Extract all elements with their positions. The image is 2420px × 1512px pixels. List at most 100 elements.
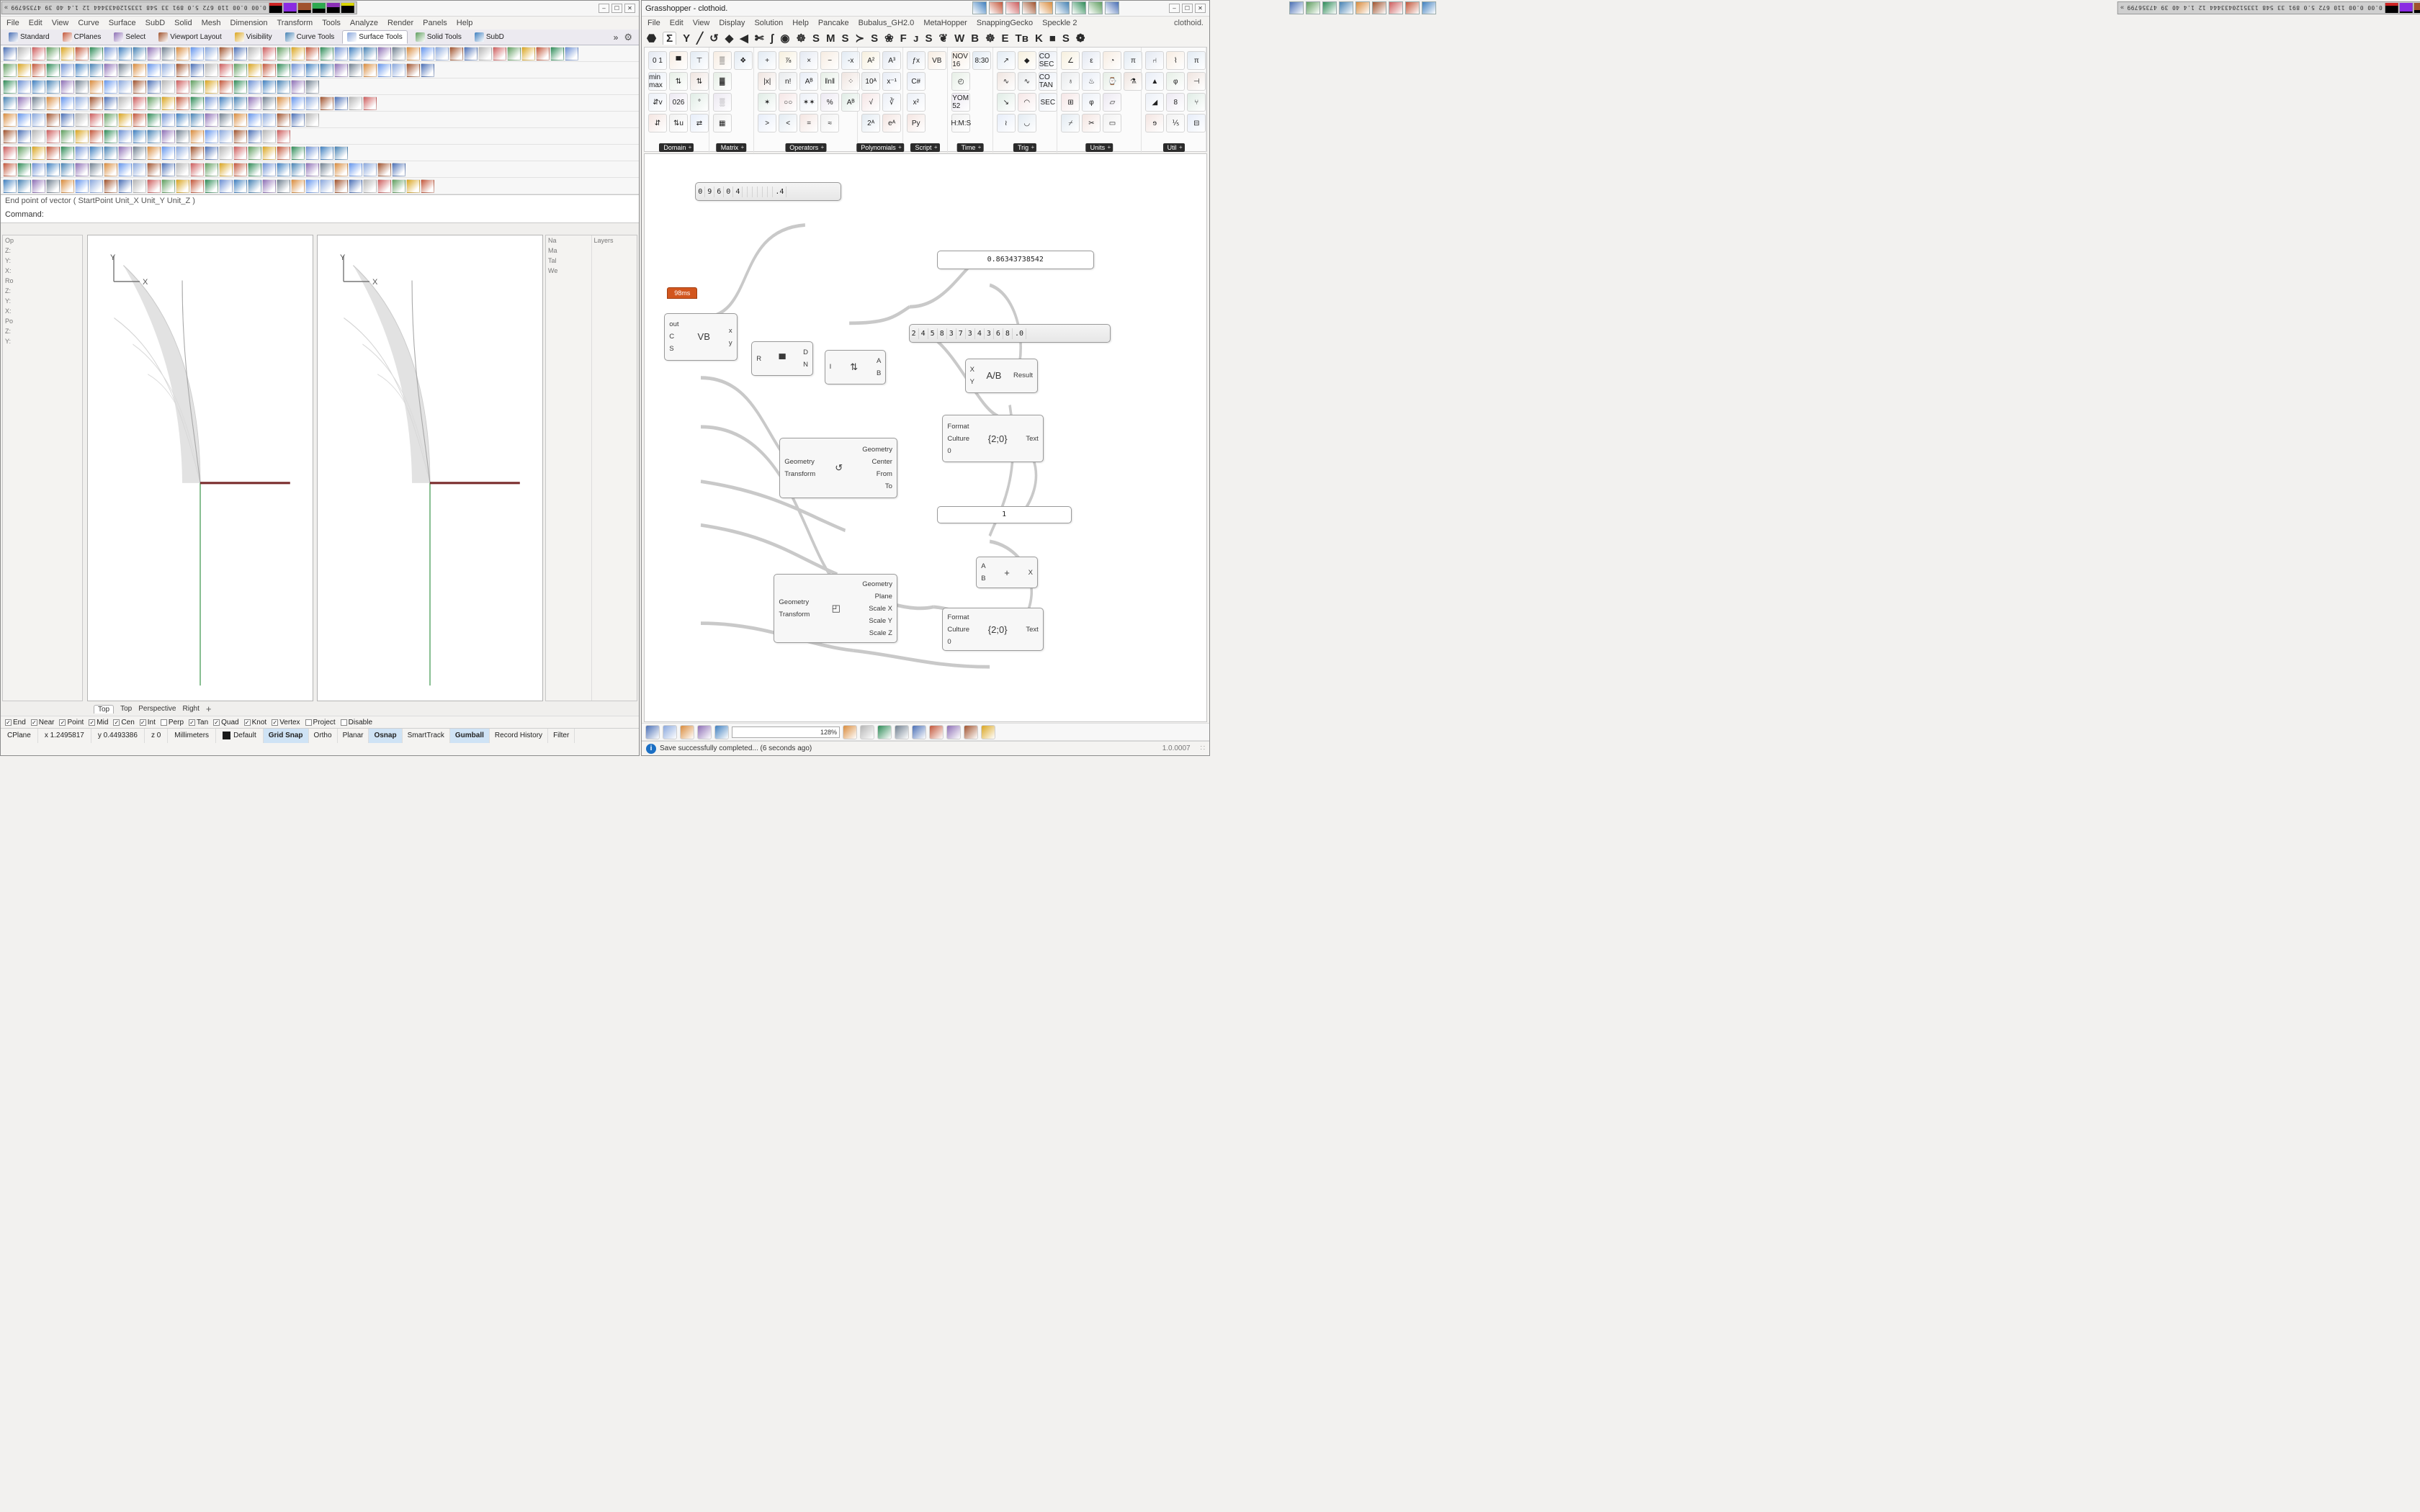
gh-component-time-3[interactable]: H:M:S — [951, 114, 971, 132]
gh-tool-r-6[interactable] — [946, 724, 961, 739]
square-tab[interactable]: ■ — [1049, 32, 1056, 45]
gh-component-domain-0[interactable]: 0 1 — [648, 51, 667, 70]
toolbar-icon[interactable] — [46, 112, 60, 127]
gh-component-units-3[interactable]: ⌿ — [1061, 114, 1080, 132]
params-tab[interactable]: ⬣ — [647, 32, 657, 45]
toolbar-icon[interactable] — [233, 162, 247, 176]
gh-menu-help[interactable]: Help — [792, 19, 809, 27]
gh-component-util-6[interactable]: 8 — [1166, 93, 1186, 112]
s-tab-4[interactable]: S — [925, 32, 933, 45]
osnap-project[interactable]: Project — [305, 719, 336, 726]
gh-tool-r-8[interactable] — [981, 724, 995, 739]
toolbar-icon[interactable] — [334, 145, 348, 160]
toolbar-icon[interactable] — [17, 162, 31, 176]
toolbar-icon[interactable] — [89, 46, 103, 60]
gh-component-matrix-3[interactable]: ▦ — [712, 114, 732, 132]
gh-component-operators-16[interactable]: -x — [841, 51, 861, 70]
toolbar-icon[interactable] — [305, 79, 319, 94]
toolbar-icon[interactable] — [205, 63, 218, 77]
toolbar-icon[interactable] — [147, 96, 161, 110]
mesh-tab[interactable]: ◀ — [740, 32, 748, 45]
gh-component-units-9[interactable]: ⌚ — [1103, 72, 1122, 91]
toolbar-icon[interactable] — [248, 112, 261, 127]
osnap-checkbox-icon[interactable]: ✓ — [59, 719, 66, 726]
gh-menu-snappinggecko[interactable]: SnappingGecko — [976, 19, 1034, 27]
gh-component-polynomials-6[interactable]: ∛ — [882, 93, 902, 112]
gh-tool-r-3[interactable] — [895, 724, 909, 739]
toolbar-icon[interactable] — [32, 179, 45, 193]
f-tab[interactable]: F — [900, 32, 907, 45]
gh-component-trig-3[interactable]: ≀ — [996, 114, 1016, 132]
osnap-disable[interactable]: Disable — [340, 719, 372, 726]
toolbar-icon[interactable] — [334, 63, 348, 77]
toolbar-options-gear-icon[interactable]: ⚙ — [624, 31, 632, 42]
toolbar-icon[interactable] — [262, 179, 276, 193]
menu-item-transform[interactable]: Transform — [277, 19, 313, 27]
gh-menu-display[interactable]: Display — [719, 19, 745, 27]
gh-component-units-13[interactable]: ⚗ — [1124, 72, 1143, 91]
toolbar-icon[interactable] — [3, 129, 17, 143]
firefox-icon[interactable] — [1339, 1, 1353, 14]
toolbar-icon[interactable] — [305, 112, 319, 127]
toolbar-icon[interactable] — [32, 63, 45, 77]
gh-node-orient[interactable]: Geometry Transform ↺ Geometry Center From To — [779, 438, 897, 498]
toolbar-icon[interactable] — [248, 96, 261, 110]
osnap-quad[interactable]: ✓Quad — [213, 719, 239, 726]
toolbar-icon[interactable] — [248, 179, 261, 193]
rhino-icon[interactable] — [1372, 1, 1386, 14]
toolbar-icon[interactable] — [32, 112, 45, 127]
toolbar-icon[interactable] — [219, 145, 233, 160]
toolbar-icon[interactable] — [305, 162, 319, 176]
toolbar-icon[interactable] — [75, 179, 89, 193]
gh-component-domain-11[interactable]: ⇄ — [690, 114, 709, 132]
toolbar-icon[interactable] — [320, 46, 333, 60]
gh-group-label-script[interactable]: Script — [910, 143, 940, 152]
toolbar-icon[interactable] — [118, 145, 132, 160]
toolbar-icon[interactable] — [550, 46, 564, 60]
toolbar-icon[interactable] — [248, 79, 261, 94]
gh-component-trig-1[interactable]: ∿ — [996, 72, 1016, 91]
toolbar-icon[interactable] — [291, 79, 305, 94]
toolbar-icon[interactable] — [233, 79, 247, 94]
toolbar-icon[interactable] — [104, 112, 117, 127]
gh-component-util-3[interactable]: ɘ — [1145, 114, 1165, 132]
toolbar-icon[interactable] — [291, 145, 305, 160]
gh-component-polynomials-5[interactable]: x⁻¹ — [882, 72, 902, 91]
gh-component-trig-10[interactable]: SEC — [1038, 93, 1057, 112]
toolbar-icon[interactable] — [478, 46, 492, 60]
toolbar-icon[interactable] — [75, 46, 89, 60]
osnap-checkbox-icon[interactable]: ✓ — [113, 719, 120, 726]
screen-icon[interactable] — [972, 1, 987, 14]
maths-tab[interactable]: Σ — [663, 32, 677, 45]
gh-component-time-1[interactable]: ◴ — [951, 72, 971, 91]
toolbar-icon[interactable] — [3, 112, 17, 127]
toolbar-icon[interactable] — [435, 46, 449, 60]
gh-group-label-matrix[interactable]: Matrix — [716, 143, 747, 152]
toolbar-icon[interactable] — [75, 162, 89, 176]
toolbar-icon[interactable] — [3, 145, 17, 160]
toolbar-icon[interactable] — [291, 46, 305, 60]
toolbar-icon[interactable] — [219, 46, 233, 60]
toolbar-icon[interactable] — [334, 46, 348, 60]
toolbar-icon[interactable] — [363, 179, 377, 193]
toolbar-icon[interactable] — [133, 79, 146, 94]
toolbar-icon[interactable] — [262, 162, 276, 176]
toolbar-icon[interactable] — [147, 46, 161, 60]
gh-menu-speckle2[interactable]: Speckle 2 — [1042, 19, 1077, 27]
gh-tool-2[interactable] — [680, 724, 694, 739]
gh-component-units-4[interactable]: ε — [1082, 51, 1101, 70]
osnap-checkbox-icon[interactable]: ✓ — [213, 719, 220, 726]
toolbar-icon[interactable] — [133, 129, 146, 143]
rhino-tab-standard[interactable]: Standard — [4, 30, 55, 44]
gh-component-script-2[interactable]: x² — [906, 93, 926, 112]
toolbar-icon[interactable] — [277, 46, 290, 60]
gh-component-util-5[interactable]: φ — [1166, 72, 1186, 91]
toolbar-icon[interactable] — [262, 79, 276, 94]
toolbar-icon[interactable] — [89, 129, 103, 143]
toolbar-icon[interactable] — [392, 162, 405, 176]
toolbar-icon[interactable] — [32, 129, 45, 143]
gh-component-operators-10[interactable]: ✶✶ — [799, 93, 819, 112]
